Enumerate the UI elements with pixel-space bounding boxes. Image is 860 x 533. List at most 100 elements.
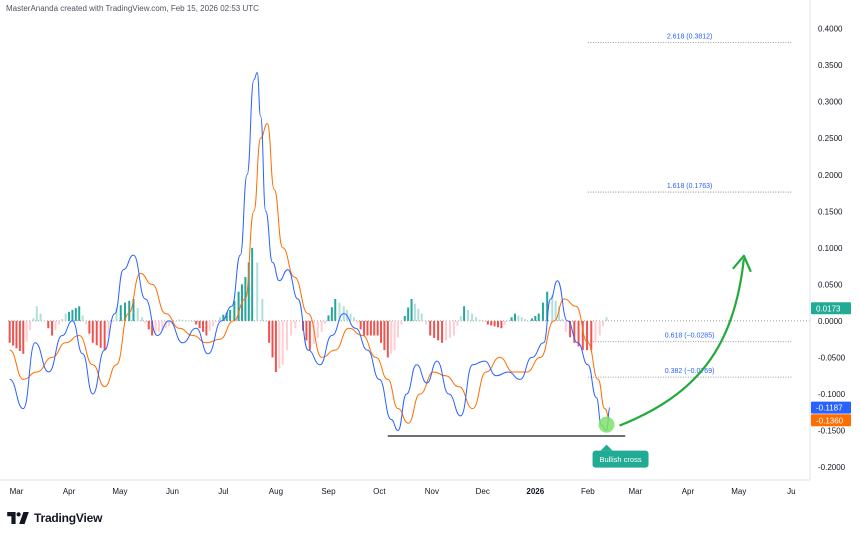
y-tick-label: 0.3500: [818, 61, 843, 70]
histogram-bar: [517, 315, 520, 321]
last-value-badge: [811, 302, 851, 315]
fib-label: 2.618 (0.3812): [667, 33, 713, 40]
histogram-bar: [413, 303, 416, 321]
histogram-bar: [229, 309, 232, 321]
macd-series: [9, 71, 611, 432]
histogram-bar: [403, 316, 406, 321]
histogram-bar: [290, 320, 293, 336]
histogram-bar: [594, 320, 597, 343]
histogram-bar: [61, 319, 64, 321]
histogram-bar: [225, 312, 228, 321]
y-tick-label: 0.2500: [818, 134, 843, 143]
histogram-bar: [424, 320, 427, 325]
histogram-bar: [22, 320, 25, 354]
last-value-badge: [811, 414, 851, 427]
fib-label: 0.382 (−0.0769): [665, 368, 715, 375]
annotation-box[interactable]: [592, 450, 649, 468]
histogram-bar: [407, 307, 410, 321]
histogram-bar: [448, 320, 451, 338]
macd-line[interactable]: [9, 71, 611, 432]
histogram-bar: [151, 320, 154, 336]
histogram-bar: [497, 320, 500, 328]
bullish-cross-highlight: [598, 416, 615, 433]
histogram-bar: [429, 320, 432, 336]
histogram-bar: [247, 262, 250, 321]
histogram-bar: [598, 320, 601, 336]
y-tick-label: -0.0500: [818, 353, 846, 362]
histogram-bar: [459, 316, 462, 321]
brand-name: TradingView: [34, 511, 103, 525]
projection-arrow[interactable]: [619, 258, 745, 427]
histogram-bar: [386, 320, 389, 358]
histogram-bar: [208, 320, 211, 331]
x-tick-label: Aug: [269, 487, 283, 496]
macd-chart[interactable]: 2.618 (0.3812) 1.618 (0.1763) 0.618 (−0.02…: [0, 0, 860, 500]
histogram-bar: [18, 320, 21, 352]
histogram-bar: [520, 317, 523, 321]
chart-credit: MasterAnanda created with TradingView.co…: [6, 4, 259, 13]
x-tick-label: Feb: [581, 487, 595, 496]
histogram-bar: [222, 314, 225, 321]
histogram-bar: [320, 320, 323, 332]
histogram-bar: [493, 320, 496, 327]
histogram-bar: [554, 300, 557, 321]
histogram-bar: [91, 320, 94, 343]
tradingview-logo-icon: [7, 512, 29, 524]
histogram-bar: [530, 318, 533, 321]
tradingview-logo[interactable]: TradingView: [7, 510, 102, 526]
x-tick-label: Dec: [476, 487, 490, 496]
histogram-bar: [99, 320, 102, 348]
histogram-bar: [147, 320, 150, 330]
histogram-bar: [278, 320, 281, 369]
signal-line[interactable]: [9, 123, 611, 424]
histogram-bar: [256, 262, 259, 321]
fib-label: 1.618 (0.1763): [667, 183, 713, 190]
y-tick-label: 0.0000: [818, 317, 843, 326]
histogram-bar: [128, 300, 131, 321]
histogram-bar: [88, 320, 91, 334]
histogram-bar: [119, 305, 122, 321]
histogram-bar: [74, 308, 77, 321]
histogram-bar: [390, 320, 393, 354]
histogram-bar: [324, 320, 327, 324]
histogram-bar: [478, 319, 481, 321]
histogram-bar: [274, 320, 277, 373]
histogram-bar: [380, 320, 383, 343]
histogram-bar: [383, 320, 386, 351]
histogram-bar: [43, 320, 46, 322]
x-tick-label: Mar: [10, 487, 24, 496]
histogram-bar: [233, 300, 236, 321]
histogram-bar: [39, 313, 42, 321]
histogram-bar: [281, 320, 284, 365]
histogram-bar: [369, 320, 372, 336]
histogram-bar: [154, 320, 157, 334]
histogram-bar: [215, 320, 218, 322]
histogram-bar: [433, 320, 436, 338]
x-axis: Mar Apr May Jun Jul Aug Sep Oct Nov Dec 2026 Feb Mar…: [0, 479, 810, 496]
histogram-bar: [561, 319, 564, 321]
histogram-bar: [261, 298, 264, 321]
histogram-bar: [393, 320, 396, 351]
histogram-bar: [349, 313, 352, 321]
y-axis: 0.4000 0.3500 0.3000 0.2500 0.2000 0.1500 0.10…: [809, 0, 846, 480]
annotation-pointer: [600, 444, 613, 451]
histogram-bar: [32, 318, 35, 321]
histogram-bar: [29, 320, 32, 331]
histogram-bar: [68, 311, 71, 321]
histogram-bar: [205, 320, 208, 336]
histogram-bar: [558, 306, 561, 321]
histogram-bar: [308, 320, 311, 351]
histogram-bar: [178, 319, 181, 321]
histogram-bar: [191, 320, 194, 322]
histogram-bar: [95, 320, 98, 346]
histogram-bar: [524, 319, 527, 321]
histogram-bar: [437, 320, 440, 341]
histogram-bar: [218, 317, 221, 321]
arrow-head-icon: [732, 254, 752, 273]
last-value-badge: [811, 401, 851, 414]
histogram-bar: [294, 320, 297, 329]
y-tick-label: -0.1000: [818, 390, 846, 399]
histogram-bar: [417, 308, 420, 321]
histogram-bar: [285, 320, 288, 351]
histogram-bar: [513, 313, 516, 321]
